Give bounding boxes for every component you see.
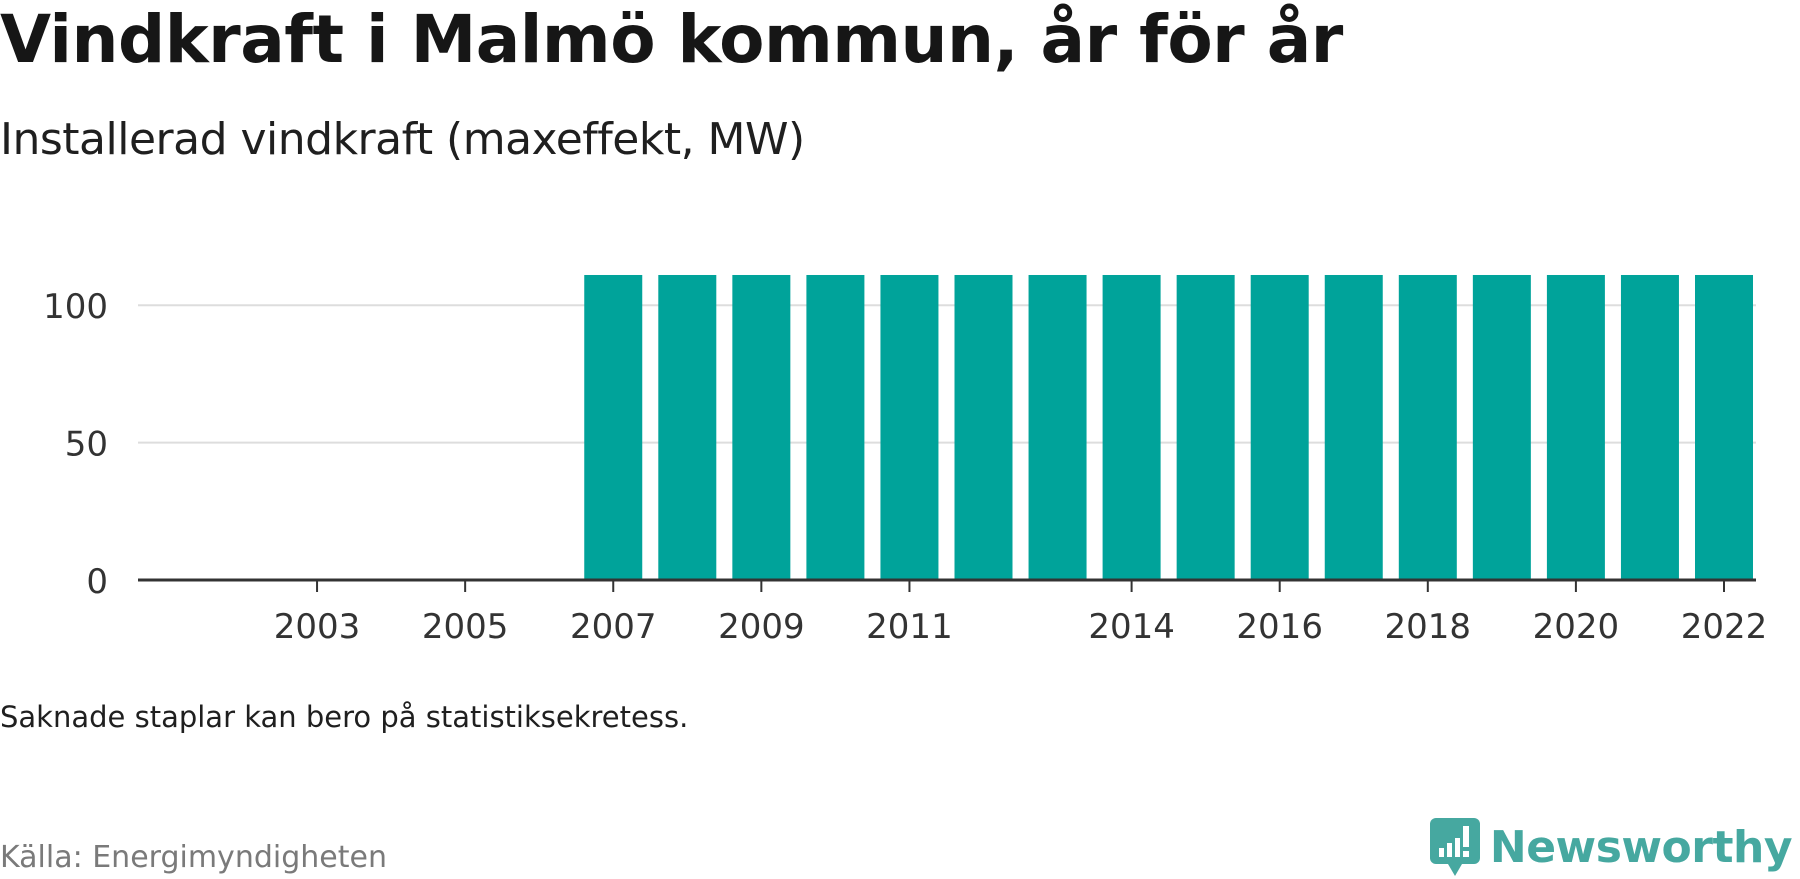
x-tick-label: 2011 [866, 607, 953, 647]
bar-2021 [1620, 274, 1679, 580]
x-tick-label: 2016 [1236, 607, 1323, 647]
bar-2008 [658, 274, 717, 580]
y-tick-label: 100 [43, 287, 108, 327]
bar-2022 [1695, 274, 1753, 580]
bar-2013 [1028, 274, 1087, 580]
bar-2018 [1398, 274, 1457, 580]
source-credit: Källa: Energimyndigheten [0, 840, 387, 875]
bar-2016 [1250, 274, 1309, 580]
x-tick-label: 2007 [570, 607, 657, 647]
x-tick-label: 2005 [422, 607, 509, 647]
brand-logo: Newsworthy [1429, 818, 1793, 876]
brand-name: Newsworthy [1489, 821, 1793, 873]
bar-2014 [1102, 274, 1161, 580]
y-tick-label: 50 [65, 425, 108, 465]
bar-2012 [954, 274, 1013, 580]
bar-chart: 0 50 100 2003 2005 2007 2009 2011 2014 2016 2018 20… [43, 274, 1768, 647]
x-tick-label: 2003 [274, 607, 361, 647]
x-tick-label: 2018 [1385, 607, 1472, 647]
bar-2007 [584, 274, 643, 580]
chart-title: Vindkraft i Malmö kommun, år för år [0, 1, 1343, 78]
bar-2015 [1176, 274, 1235, 580]
bar-2017 [1324, 274, 1383, 580]
x-tick-label: 2009 [718, 607, 805, 647]
x-tick-label: 2022 [1681, 607, 1768, 647]
bar-2020 [1546, 274, 1605, 580]
x-tick-label: 2020 [1533, 607, 1620, 647]
newsworthy-logo-icon [1429, 818, 1480, 876]
x-tick-label: 2014 [1088, 607, 1175, 647]
bar-2010 [806, 274, 865, 580]
bar-2019 [1472, 274, 1531, 580]
y-tick-label: 0 [86, 562, 108, 602]
chart-subtitle: Installerad vindkraft (maxeffekt, MW) [0, 114, 805, 165]
footnote: Saknade staplar kan bero på statistiksek… [0, 700, 689, 734]
bar-2009 [732, 274, 791, 580]
bar-2011 [880, 274, 939, 580]
